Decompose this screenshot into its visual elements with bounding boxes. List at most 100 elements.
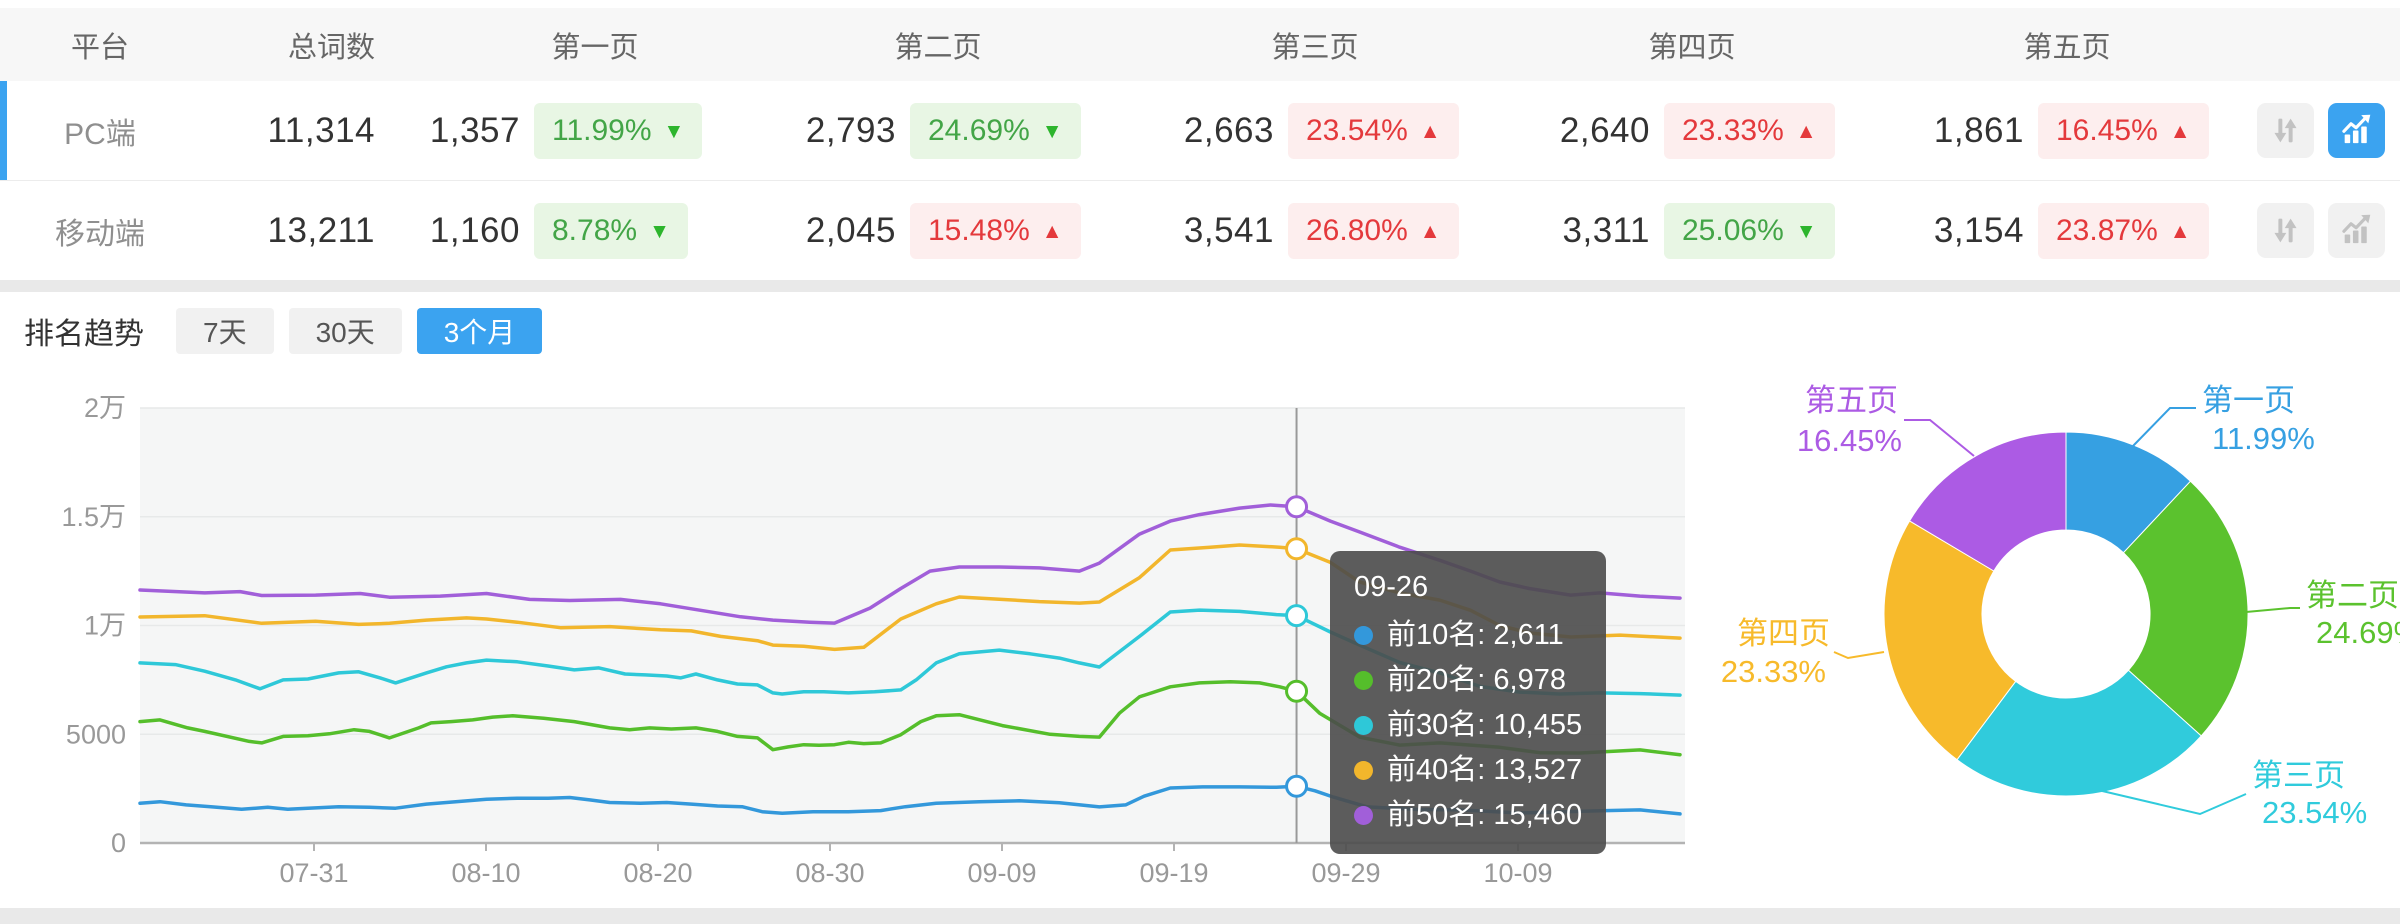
page4-change-badge: 25.06% ▼	[1664, 202, 1835, 259]
col-header-platform: 平台	[70, 31, 129, 64]
hover-marker-前20名	[1285, 679, 1309, 703]
hover-marker-前30名	[1285, 604, 1309, 628]
page5-change-badge: 16.45% ▲	[2038, 102, 2209, 159]
total-words-value: 11,314	[267, 110, 375, 150]
slice-label-第四页: 第四页	[1737, 616, 1830, 651]
total-words-value: 13,211	[267, 210, 375, 250]
table-row-pc[interactable]: PC端 11,314 1,357 11.99% ▼ 2,793 24.69% ▼ 2…	[0, 81, 2400, 180]
col-header-page2: 第二页	[894, 31, 982, 64]
page2-count: 2,793	[805, 110, 896, 150]
hover-marker-前50名	[1285, 495, 1309, 519]
trend-arrow-icon: ▲	[1419, 119, 1441, 143]
line-chart-icon	[2342, 214, 2371, 244]
sort-arrows-icon	[2274, 118, 2297, 143]
svg-text:09-09: 09-09	[967, 858, 1036, 888]
page5-count: 1,861	[1933, 110, 2024, 150]
page1-change-badge: 8.78% ▼	[534, 202, 688, 259]
trend-arrow-icon: ▼	[663, 119, 685, 143]
svg-text:1.5万: 1.5万	[61, 502, 126, 532]
page4-count: 2,640	[1559, 110, 1650, 150]
trend-arrow-icon: ▲	[1041, 219, 1063, 243]
svg-text:10-09: 10-09	[1483, 858, 1552, 888]
hover-marker-前10名	[1285, 774, 1309, 798]
svg-text:1万: 1万	[84, 611, 126, 641]
page3-count: 2,663	[1183, 110, 1274, 150]
svg-text:0: 0	[111, 828, 126, 858]
slice-pct-第一页: 11.99%	[2212, 421, 2315, 456]
platform-label: PC端	[64, 117, 136, 151]
svg-text:08-10: 08-10	[451, 858, 520, 888]
slice-pct-第二页: 24.69%	[2316, 615, 2400, 650]
rank-trend-line-chart[interactable]: 0 5000 1万 1.5万 2万 07-31 08-10 08-20 08-30 09-09 09…	[0, 380, 1700, 908]
page2-count: 2,045	[805, 210, 896, 250]
ranking-table-card: 平台 总词数 第一页 第二页 第三页 第四页 第五页 PC端 11,314 1,…	[0, 0, 2400, 280]
svg-text:08-20: 08-20	[623, 858, 692, 888]
trend-arrow-icon: ▼	[1795, 219, 1817, 243]
svg-text:09-29: 09-29	[1311, 858, 1380, 888]
slice-label-第一页: 第一页	[2202, 383, 2295, 418]
slice-pct-第四页: 23.33%	[1721, 654, 1826, 689]
trend-title: 排名趋势	[24, 318, 144, 351]
col-header-page3: 第三页	[1271, 31, 1359, 64]
donut-slice-第四页	[1883, 520, 2017, 761]
platform-label: 移动端	[55, 217, 145, 251]
page4-count: 3,311	[1562, 210, 1650, 250]
sort-arrows-icon	[2274, 218, 2297, 243]
page4-change-badge: 23.33% ▲	[1664, 102, 1835, 159]
trend-arrow-icon: ▼	[649, 219, 670, 243]
table-header: 平台 总词数 第一页 第二页 第三页 第四页 第五页	[0, 8, 2400, 81]
label-leader-第五页	[1904, 419, 1975, 457]
slice-label-第五页: 第五页	[1805, 383, 1898, 418]
page1-count: 1,357	[429, 110, 520, 150]
svg-text:09-19: 09-19	[1139, 858, 1208, 888]
donut-slice-第三页	[1956, 669, 2202, 797]
label-leader-第四页	[1833, 651, 1885, 660]
range-button-7d[interactable]: 7天	[176, 308, 274, 354]
page3-count: 3,541	[1183, 210, 1274, 250]
series-line-前10名	[138, 784, 1682, 816]
slice-label-第三页: 第三页	[2252, 758, 2345, 793]
series-line-前30名	[138, 608, 1682, 697]
compare-sort-button[interactable]	[2257, 203, 2314, 258]
trend-arrow-icon: ▲	[1795, 119, 1817, 143]
svg-text:5000: 5000	[66, 719, 126, 749]
page5-count: 3,154	[1933, 210, 2024, 250]
hover-marker-前40名	[1285, 537, 1309, 561]
table-row-mobile[interactable]: 移动端 13,211 1,160 8.78% ▼ 2,045 15.48% ▲ 3,…	[0, 180, 2400, 280]
trend-arrow-icon: ▲	[1419, 219, 1441, 243]
compare-sort-button[interactable]	[2257, 103, 2314, 158]
trend-arrow-icon: ▼	[1041, 119, 1063, 143]
range-button-30d[interactable]: 30天	[288, 308, 402, 354]
page3-change-badge: 26.80% ▲	[1288, 202, 1459, 259]
page3-change-badge: 23.54% ▲	[1288, 102, 1459, 159]
slice-pct-第五页: 16.45%	[1797, 423, 1902, 458]
label-leader-第一页	[2132, 407, 2196, 447]
svg-text:07-31: 07-31	[279, 858, 348, 888]
trend-toolbar: 排名趋势 7天 30天 3个月	[24, 308, 557, 354]
trend-chart-card: 排名趋势 7天 30天 3个月 爱站网 050001万1.5万2万07-3108…	[0, 292, 2400, 908]
slice-label-第二页: 第二页	[2306, 578, 2399, 613]
line-chart-icon	[2342, 114, 2371, 144]
donut-slice-第五页	[1908, 431, 2067, 572]
trend-arrow-icon: ▲	[2169, 219, 2191, 243]
label-leader-第二页	[2245, 607, 2300, 613]
col-header-page5: 第五页	[2023, 31, 2111, 64]
range-button-3m[interactable]: 3个月	[416, 308, 543, 354]
slice-pct-第三页: 23.54%	[2262, 795, 2367, 830]
trend-chart-button[interactable]	[2328, 103, 2385, 158]
trend-arrow-icon: ▲	[2169, 119, 2191, 143]
page1-change-badge: 11.99% ▼	[534, 102, 703, 159]
label-leader-第三页	[2097, 789, 2247, 816]
page1-count: 1,160	[429, 210, 520, 250]
svg-text:2万: 2万	[84, 393, 126, 423]
svg-text:08-30: 08-30	[795, 858, 864, 888]
col-header-page4: 第四页	[1648, 31, 1736, 64]
page2-change-badge: 24.69% ▼	[910, 102, 1081, 159]
page5-change-badge: 23.87% ▲	[2038, 202, 2209, 259]
series-line-前20名	[138, 680, 1682, 757]
trend-chart-button[interactable]	[2328, 203, 2385, 258]
page2-change-badge: 15.48% ▲	[910, 202, 1081, 259]
donut-slice-第二页	[2122, 480, 2249, 737]
